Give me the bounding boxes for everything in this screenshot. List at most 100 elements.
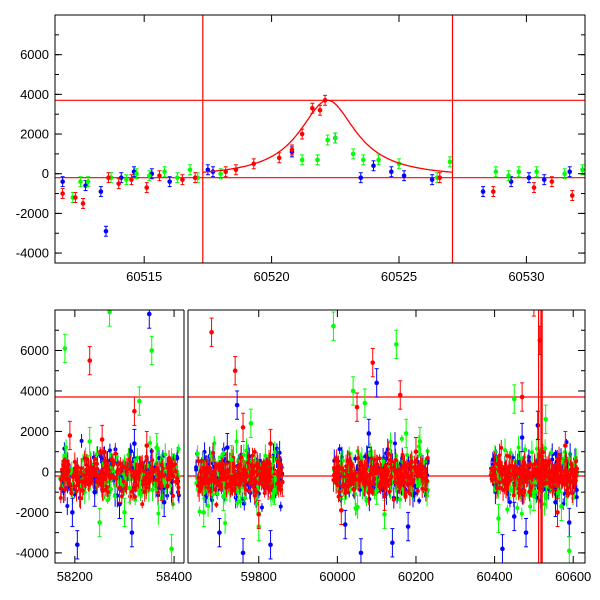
data-point — [113, 451, 118, 456]
data-point — [375, 462, 380, 467]
data-point — [563, 478, 568, 483]
data-point — [129, 449, 134, 454]
data-point — [254, 469, 259, 474]
data-point — [257, 466, 262, 471]
data-point — [75, 542, 80, 548]
data-point — [505, 507, 510, 512]
y-tick-label: 6000 — [20, 47, 49, 62]
data-point — [370, 490, 375, 495]
data-point — [87, 358, 93, 363]
data-point — [153, 477, 158, 482]
data-point — [541, 469, 546, 474]
data-point — [525, 469, 530, 474]
data-point — [503, 448, 508, 453]
data-point — [176, 485, 181, 490]
data-point — [168, 470, 173, 475]
data-point — [220, 470, 225, 475]
data-point — [496, 516, 501, 521]
data-point — [87, 439, 93, 444]
data-point — [247, 488, 252, 493]
data-point — [66, 468, 71, 473]
data-point — [528, 504, 533, 509]
data-point — [118, 461, 123, 466]
data-point — [162, 169, 167, 175]
data-point — [134, 483, 139, 488]
y-tick-label: 6000 — [20, 343, 49, 358]
data-point — [79, 466, 84, 471]
data-point — [401, 465, 406, 470]
data-point — [554, 475, 559, 480]
data-point — [423, 487, 428, 492]
data-point — [394, 454, 399, 459]
data-point — [393, 480, 398, 485]
data-point — [175, 456, 180, 461]
y-tick-label: 4000 — [20, 87, 49, 102]
data-point — [62, 346, 68, 351]
data-point — [136, 470, 141, 475]
data-point — [175, 175, 180, 180]
data-point — [67, 478, 72, 483]
data-point — [228, 457, 234, 463]
data-point — [205, 167, 211, 173]
data-point — [167, 458, 172, 463]
data-point — [332, 465, 337, 470]
data-point — [338, 508, 344, 513]
data-point — [101, 476, 106, 481]
data-point — [512, 483, 517, 488]
model-curve — [202, 99, 453, 173]
data-point — [199, 485, 204, 490]
data-point — [416, 469, 421, 474]
data-point — [556, 463, 561, 468]
data-point — [535, 462, 540, 467]
data-point — [331, 323, 336, 329]
data-point — [127, 457, 132, 462]
data-point — [238, 477, 243, 482]
data-point — [161, 480, 166, 485]
data-point — [571, 496, 576, 501]
data-point — [403, 431, 409, 436]
data-point — [230, 478, 235, 483]
data-point — [403, 494, 408, 499]
y-tick-label: -2000 — [16, 206, 49, 221]
data-point — [543, 416, 548, 422]
data-point — [505, 453, 510, 458]
data-point — [404, 471, 409, 476]
data-point — [210, 473, 215, 478]
data-point — [343, 487, 348, 492]
data-point — [490, 477, 495, 482]
data-point — [93, 456, 98, 461]
data-point — [560, 478, 565, 483]
data-point — [197, 509, 202, 514]
data-point — [374, 487, 379, 493]
data-point — [351, 486, 356, 491]
data-point — [501, 488, 506, 493]
data-point — [156, 490, 161, 495]
data-point — [382, 493, 387, 499]
data-point — [78, 179, 83, 184]
x-tick-label: 60000 — [319, 569, 355, 584]
data-point — [529, 471, 534, 476]
data-point — [127, 485, 132, 491]
data-point — [405, 463, 410, 468]
data-point — [552, 468, 557, 473]
data-point — [249, 464, 254, 469]
data-point — [557, 480, 562, 485]
data-point — [84, 472, 89, 477]
data-point — [254, 490, 259, 495]
data-point — [160, 466, 165, 471]
data-point — [573, 478, 578, 483]
data-point — [232, 464, 237, 469]
data-point — [523, 530, 529, 535]
data-point — [299, 131, 305, 137]
data-point — [346, 479, 351, 484]
data-point — [570, 490, 575, 495]
data-point — [117, 485, 122, 491]
data-point — [569, 193, 575, 198]
data-point — [224, 461, 229, 466]
data-point — [144, 485, 149, 490]
data-point — [277, 468, 282, 473]
data-point — [400, 452, 405, 457]
data-point — [372, 468, 377, 473]
data-point — [248, 421, 254, 426]
data-point — [240, 425, 246, 430]
